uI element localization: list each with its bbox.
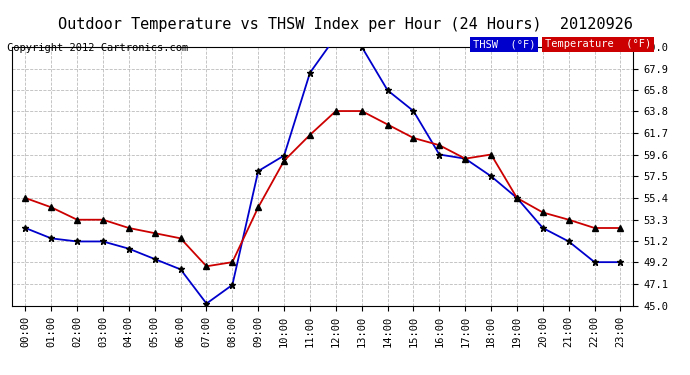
Text: Copyright 2012 Cartronics.com: Copyright 2012 Cartronics.com bbox=[7, 43, 188, 53]
Text: Outdoor Temperature vs THSW Index per Hour (24 Hours)  20120926: Outdoor Temperature vs THSW Index per Ho… bbox=[57, 17, 633, 32]
Text: THSW  (°F): THSW (°F) bbox=[473, 39, 535, 50]
Text: Temperature  (°F): Temperature (°F) bbox=[545, 39, 651, 50]
